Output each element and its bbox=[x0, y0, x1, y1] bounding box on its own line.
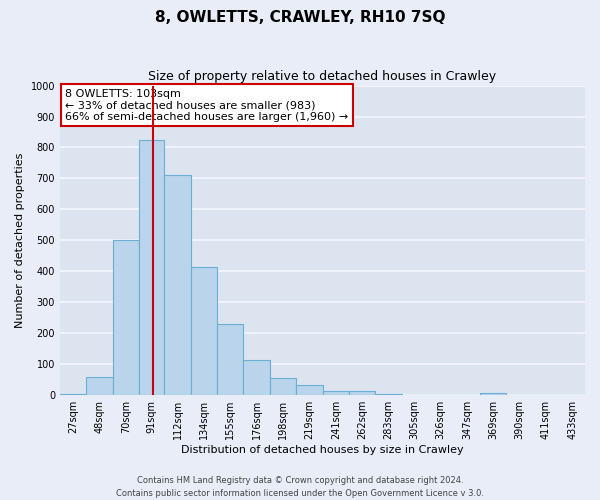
Bar bbox=[270, 378, 296, 395]
Bar bbox=[164, 176, 191, 395]
X-axis label: Distribution of detached houses by size in Crawley: Distribution of detached houses by size … bbox=[181, 445, 464, 455]
Bar bbox=[139, 140, 164, 395]
Bar bbox=[60, 394, 86, 395]
Bar bbox=[86, 376, 113, 395]
Bar bbox=[113, 240, 139, 395]
Bar bbox=[349, 392, 375, 395]
Text: 8, OWLETTS, CRAWLEY, RH10 7SQ: 8, OWLETTS, CRAWLEY, RH10 7SQ bbox=[155, 10, 445, 25]
Y-axis label: Number of detached properties: Number of detached properties bbox=[15, 152, 25, 328]
Bar bbox=[243, 360, 270, 395]
Bar bbox=[481, 393, 506, 395]
Bar bbox=[323, 392, 349, 395]
Text: 8 OWLETTS: 103sqm
← 33% of detached houses are smaller (983)
66% of semi-detache: 8 OWLETTS: 103sqm ← 33% of detached hous… bbox=[65, 88, 349, 122]
Bar bbox=[217, 324, 243, 395]
Bar bbox=[191, 266, 217, 395]
Title: Size of property relative to detached houses in Crawley: Size of property relative to detached ho… bbox=[148, 70, 497, 83]
Bar bbox=[375, 394, 402, 395]
Bar bbox=[296, 386, 323, 395]
Text: Contains HM Land Registry data © Crown copyright and database right 2024.
Contai: Contains HM Land Registry data © Crown c… bbox=[116, 476, 484, 498]
